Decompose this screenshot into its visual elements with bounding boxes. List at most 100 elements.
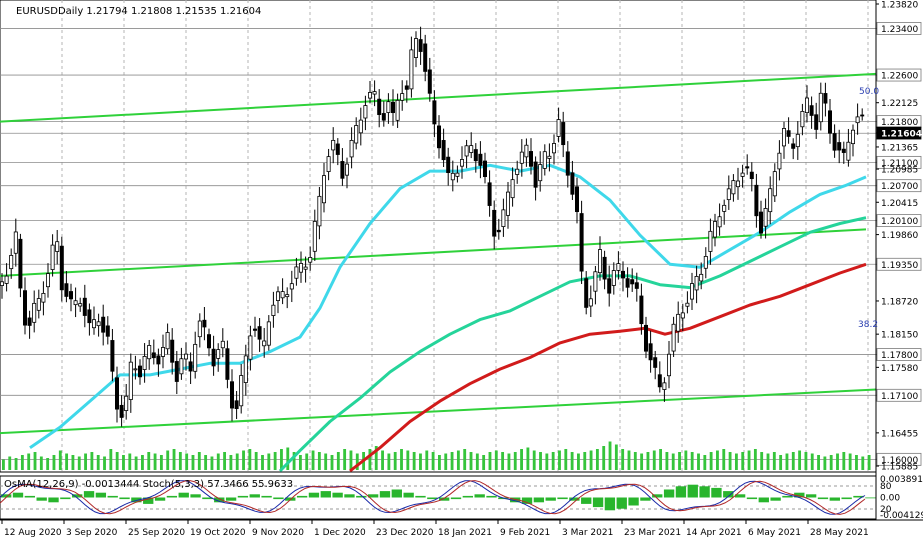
volume-bar bbox=[128, 453, 132, 470]
candle-body bbox=[533, 161, 538, 188]
candle-body bbox=[699, 273, 704, 282]
fib-label-38: 38.2 bbox=[858, 320, 878, 330]
candle bbox=[446, 147, 451, 186]
candle bbox=[625, 267, 630, 298]
osma-bar bbox=[225, 497, 237, 501]
candle bbox=[101, 304, 106, 346]
candle-body bbox=[156, 355, 161, 365]
volume-bar bbox=[444, 453, 448, 470]
price-label-0: 1.23820 bbox=[881, 1, 918, 11]
candle-body bbox=[593, 271, 598, 292]
volume-bar bbox=[197, 452, 201, 470]
candle-body bbox=[395, 99, 400, 121]
candle bbox=[211, 335, 216, 376]
volume-bar bbox=[27, 453, 31, 470]
candle bbox=[855, 103, 860, 135]
date-label-13: 28 May 2021 bbox=[810, 528, 869, 538]
osma-bar bbox=[782, 495, 793, 498]
candle-body bbox=[308, 257, 313, 263]
candle bbox=[372, 80, 377, 107]
candle bbox=[69, 283, 74, 312]
candle-body bbox=[257, 326, 262, 340]
candle-body bbox=[390, 101, 395, 114]
candle bbox=[266, 315, 271, 351]
osma-bar bbox=[663, 489, 675, 498]
osma-bar bbox=[48, 497, 59, 503]
candle bbox=[340, 148, 345, 186]
osma-bar bbox=[794, 492, 805, 498]
candle bbox=[662, 377, 667, 402]
osma-bar bbox=[83, 491, 95, 498]
volume-bar bbox=[2, 459, 5, 470]
volume-bar bbox=[14, 458, 18, 470]
candle bbox=[243, 344, 248, 396]
date-label-10: 23 Mar 2021 bbox=[624, 528, 681, 538]
candle-body bbox=[685, 302, 690, 307]
level-tag-7 bbox=[876, 155, 922, 169]
osma-bar bbox=[640, 497, 651, 501]
osma-bar bbox=[249, 494, 260, 498]
candle bbox=[252, 316, 257, 337]
candle-body bbox=[726, 188, 731, 201]
date-label-6: 23 Dec 2020 bbox=[376, 528, 434, 538]
volume-bar bbox=[690, 452, 694, 470]
candle-body bbox=[110, 340, 115, 372]
osma-bar bbox=[865, 497, 876, 499]
volume-bar bbox=[8, 456, 12, 470]
volume-bar bbox=[760, 452, 764, 470]
volume-bar bbox=[400, 449, 403, 470]
osma-bar bbox=[829, 497, 840, 501]
volume-bar bbox=[577, 453, 580, 470]
candle-body bbox=[128, 361, 133, 400]
volume-bar bbox=[216, 453, 220, 470]
candle bbox=[736, 167, 741, 200]
volume-bar bbox=[703, 455, 707, 470]
volume-bar bbox=[191, 455, 195, 470]
candle bbox=[800, 103, 805, 136]
candle-body bbox=[795, 133, 800, 148]
candle-body bbox=[722, 204, 727, 212]
stoch-signal-line bbox=[0, 480, 866, 515]
osma-bar bbox=[569, 497, 580, 501]
candle bbox=[588, 285, 593, 318]
candle-body bbox=[404, 85, 409, 90]
candle-body bbox=[344, 163, 349, 176]
osma-bar bbox=[581, 497, 592, 504]
fib-label-50: 50.0 bbox=[859, 87, 879, 97]
candle bbox=[427, 57, 432, 102]
candle-body bbox=[575, 186, 580, 213]
candle-body bbox=[285, 294, 290, 298]
candle bbox=[782, 121, 787, 159]
candle bbox=[487, 170, 492, 217]
candle-body bbox=[713, 221, 718, 238]
volume-bar bbox=[842, 452, 846, 470]
candle-body bbox=[616, 263, 621, 271]
candle-body bbox=[736, 180, 741, 188]
level-tag-9 bbox=[876, 179, 922, 193]
candle-body bbox=[280, 291, 285, 299]
candle bbox=[570, 160, 575, 200]
candle bbox=[18, 233, 23, 298]
candle bbox=[142, 343, 147, 383]
candle bbox=[731, 174, 736, 202]
indicator-tick-2: 0.00 bbox=[880, 494, 900, 504]
candle-body bbox=[446, 156, 451, 174]
candle bbox=[308, 246, 313, 271]
candle-body bbox=[142, 356, 147, 370]
candle-body bbox=[50, 244, 55, 270]
candle-body bbox=[473, 149, 478, 162]
candle bbox=[358, 107, 363, 146]
osma-bar bbox=[675, 486, 687, 498]
volume-bar bbox=[210, 456, 214, 470]
osma-bar bbox=[557, 497, 568, 500]
candle bbox=[561, 111, 566, 158]
candle-body bbox=[823, 93, 828, 104]
candle-body bbox=[561, 122, 566, 146]
candle-body bbox=[413, 38, 418, 58]
candle-body bbox=[409, 49, 414, 90]
osma-bar bbox=[60, 497, 71, 500]
candle-body bbox=[234, 400, 239, 410]
candle bbox=[156, 348, 161, 377]
volume-bar bbox=[368, 449, 372, 470]
